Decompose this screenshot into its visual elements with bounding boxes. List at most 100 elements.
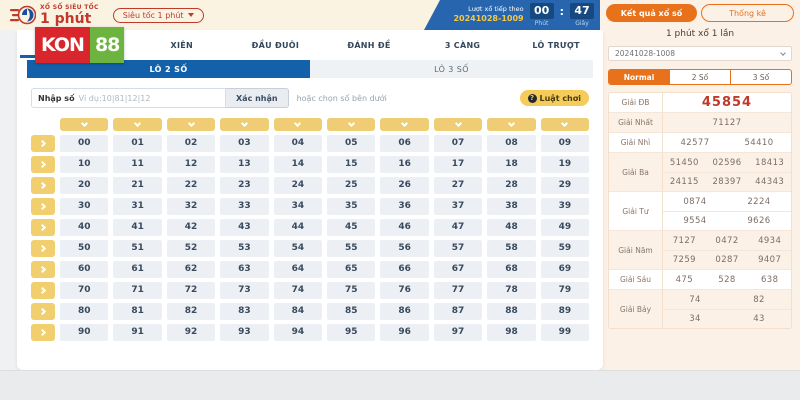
number-cell[interactable]: 54 — [273, 240, 323, 257]
number-cell[interactable]: 41 — [113, 219, 162, 236]
number-cell[interactable]: 47 — [433, 219, 483, 236]
number-cell[interactable]: 26 — [380, 177, 429, 194]
number-cell[interactable]: 27 — [433, 177, 483, 194]
main-tab[interactable]: ĐẦU ĐUÔI — [251, 40, 300, 50]
number-input[interactable]: Nhập số Ví dụ:10|81|12|12 — [31, 88, 226, 108]
number-cell[interactable]: 08 — [487, 135, 536, 152]
number-cell[interactable]: 00 — [60, 135, 109, 152]
column-dropdown-button[interactable] — [380, 118, 429, 131]
number-cell[interactable]: 22 — [166, 177, 216, 194]
main-tab[interactable]: ĐÁNH ĐỀ — [347, 40, 391, 50]
number-cell[interactable]: 85 — [327, 303, 376, 320]
number-cell[interactable]: 86 — [380, 303, 429, 320]
row-select-button[interactable] — [31, 324, 55, 341]
number-cell[interactable]: 44 — [273, 219, 323, 236]
number-cell[interactable]: 37 — [433, 198, 483, 215]
number-cell[interactable]: 43 — [220, 219, 269, 236]
number-cell[interactable]: 67 — [433, 261, 483, 278]
number-cell[interactable]: 78 — [487, 282, 536, 299]
number-cell[interactable]: 15 — [327, 156, 376, 173]
number-cell[interactable]: 97 — [433, 324, 483, 341]
number-cell[interactable]: 93 — [220, 324, 269, 341]
column-dropdown-button[interactable] — [540, 118, 590, 131]
number-cell[interactable]: 04 — [273, 135, 323, 152]
number-cell[interactable]: 92 — [166, 324, 216, 341]
number-cell[interactable]: 70 — [60, 282, 109, 299]
number-cell[interactable]: 80 — [60, 303, 109, 320]
number-cell[interactable]: 64 — [273, 261, 323, 278]
number-cell[interactable]: 21 — [113, 177, 162, 194]
game-selector-dropdown[interactable]: Siêu tốc 1 phút — [112, 7, 204, 23]
number-cell[interactable]: 42 — [166, 219, 216, 236]
number-cell[interactable]: 38 — [487, 198, 536, 215]
number-cell[interactable]: 77 — [433, 282, 483, 299]
row-select-button[interactable] — [31, 303, 55, 320]
row-select-button[interactable] — [31, 177, 55, 194]
number-cell[interactable]: 03 — [220, 135, 269, 152]
subtab-lo-2-so[interactable]: LÔ 2 SỐ — [27, 60, 310, 78]
number-cell[interactable]: 88 — [487, 303, 536, 320]
column-dropdown-button[interactable] — [327, 118, 376, 131]
number-cell[interactable]: 62 — [166, 261, 216, 278]
number-cell[interactable]: 63 — [220, 261, 269, 278]
number-cell[interactable]: 25 — [327, 177, 376, 194]
row-select-button[interactable] — [31, 135, 55, 152]
tab-ket-qua-xo-so[interactable]: Kết quả xổ số — [606, 4, 697, 22]
number-cell[interactable]: 20 — [60, 177, 109, 194]
rules-button[interactable]: ? Luật chơi — [519, 90, 589, 106]
number-cell[interactable]: 24 — [273, 177, 323, 194]
number-cell[interactable]: 83 — [220, 303, 269, 320]
row-select-button[interactable] — [31, 282, 55, 299]
number-cell[interactable]: 65 — [327, 261, 376, 278]
column-dropdown-button[interactable] — [113, 118, 162, 131]
number-cell[interactable]: 11 — [113, 156, 162, 173]
column-dropdown-button[interactable] — [273, 118, 323, 131]
row-select-button[interactable] — [31, 261, 55, 278]
number-cell[interactable]: 48 — [487, 219, 536, 236]
number-cell[interactable]: 39 — [540, 198, 590, 215]
confirm-button[interactable]: Xác nhận — [226, 88, 289, 108]
number-cell[interactable]: 79 — [540, 282, 590, 299]
result-mode[interactable]: 3 Số — [730, 70, 791, 84]
number-cell[interactable]: 94 — [273, 324, 323, 341]
number-cell[interactable]: 33 — [220, 198, 269, 215]
number-cell[interactable]: 31 — [113, 198, 162, 215]
number-cell[interactable]: 18 — [487, 156, 536, 173]
number-cell[interactable]: 17 — [433, 156, 483, 173]
row-select-button[interactable] — [31, 198, 55, 215]
number-cell[interactable]: 55 — [327, 240, 376, 257]
number-cell[interactable]: 16 — [380, 156, 429, 173]
number-cell[interactable]: 98 — [487, 324, 536, 341]
column-dropdown-button[interactable] — [220, 118, 269, 131]
main-tab[interactable]: XIÊN — [170, 40, 194, 50]
subtab-lo-3-so[interactable]: LÔ 3 SỐ — [310, 60, 593, 78]
number-cell[interactable]: 56 — [380, 240, 429, 257]
number-cell[interactable]: 74 — [273, 282, 323, 299]
number-cell[interactable]: 82 — [166, 303, 216, 320]
main-tab[interactable]: 3 CÀNG — [444, 40, 481, 50]
number-cell[interactable]: 12 — [166, 156, 216, 173]
result-mode[interactable]: 2 Số — [669, 70, 730, 84]
number-cell[interactable]: 10 — [60, 156, 109, 173]
number-cell[interactable]: 87 — [433, 303, 483, 320]
number-cell[interactable]: 07 — [433, 135, 483, 152]
number-cell[interactable]: 72 — [166, 282, 216, 299]
number-cell[interactable]: 66 — [380, 261, 429, 278]
number-cell[interactable]: 01 — [113, 135, 162, 152]
number-cell[interactable]: 06 — [380, 135, 429, 152]
main-tab[interactable]: LÔ TRƯỢT — [532, 40, 580, 50]
number-cell[interactable]: 69 — [540, 261, 590, 278]
number-cell[interactable]: 51 — [113, 240, 162, 257]
number-cell[interactable]: 60 — [60, 261, 109, 278]
number-cell[interactable]: 30 — [60, 198, 109, 215]
row-select-button[interactable] — [31, 219, 55, 236]
number-cell[interactable]: 34 — [273, 198, 323, 215]
tab-thong-ke[interactable]: Thống kê — [701, 4, 794, 22]
number-cell[interactable]: 90 — [60, 324, 109, 341]
number-cell[interactable]: 68 — [487, 261, 536, 278]
number-cell[interactable]: 32 — [166, 198, 216, 215]
kon88-logo[interactable]: KON 88 — [35, 27, 125, 63]
number-cell[interactable]: 23 — [220, 177, 269, 194]
number-cell[interactable]: 53 — [220, 240, 269, 257]
number-cell[interactable]: 35 — [327, 198, 376, 215]
